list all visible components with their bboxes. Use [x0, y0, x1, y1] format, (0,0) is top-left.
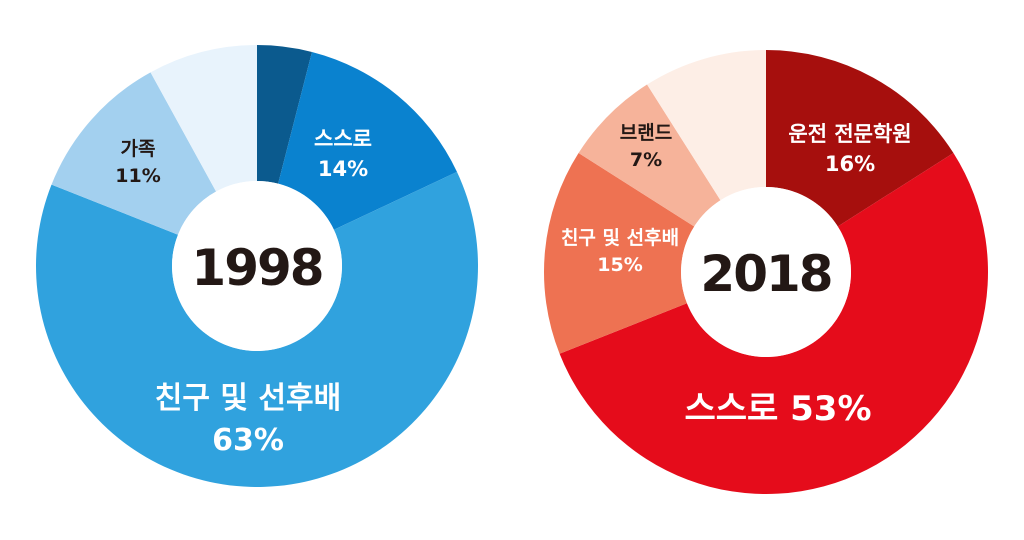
slice-category-label: 친구 및 선후배: [155, 381, 342, 416]
slice-value-label: 53%: [790, 389, 871, 429]
donut-center: [681, 187, 851, 357]
donut-chart-2018: 2018 운전 전문학원 16% 스스로 53% 친구 및 선후배 15% 브랜드 7%: [544, 50, 989, 495]
center-year-label: 2018: [700, 245, 831, 303]
donut-center: [172, 181, 342, 351]
donut-slice: [150, 45, 257, 192]
slice-category-label: 브랜드: [620, 122, 672, 144]
slice-value-label: 16%: [825, 152, 875, 176]
slice-value-label: 14%: [318, 157, 368, 181]
donut-slice: [766, 50, 954, 227]
donut-slice: [578, 84, 721, 227]
center-year-label: 1998: [191, 239, 322, 297]
slice-value-label: 15%: [597, 254, 642, 276]
donut-slice: [278, 51, 457, 230]
donut-chart-1998: 1998 스스로 14% 친구 및 선후배 63% 가족 11%: [35, 45, 478, 487]
donut-slice: [544, 153, 695, 354]
donut-slice: [257, 45, 312, 184]
slice-value-label: 11%: [115, 165, 160, 187]
slice-category-label: 친구 및 선후배: [561, 227, 679, 249]
slice-category-label: 스스로: [314, 127, 372, 151]
donut-slice: [51, 72, 217, 235]
slice-category-label: 운전 전문학원: [788, 122, 911, 146]
donut-slice: [35, 171, 478, 487]
donut-slice: [559, 153, 989, 495]
slice-category-label: 스스로: [684, 389, 778, 429]
slice-value-label: 7%: [630, 149, 662, 171]
slice-label: 스스로 53%: [684, 389, 871, 429]
slice-category-label: 가족: [121, 138, 156, 160]
donut-slice: [647, 50, 766, 201]
slice-value-label: 63%: [212, 423, 284, 458]
